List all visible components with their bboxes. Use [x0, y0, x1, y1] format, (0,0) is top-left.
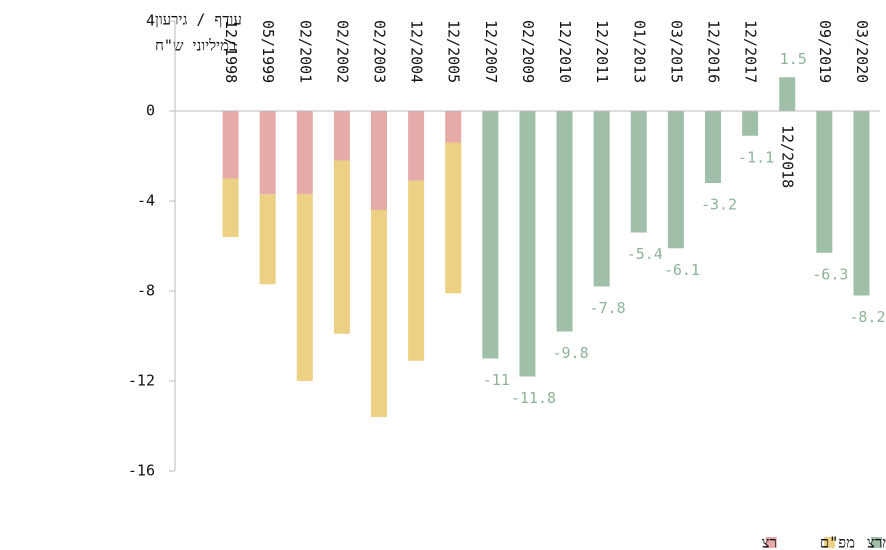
- bar: [222, 111, 239, 179]
- x-tick-label: 02/2001: [296, 20, 314, 83]
- legend-label: מפ"ם: [820, 534, 855, 550]
- x-tick-label: 03/2015: [667, 20, 685, 83]
- x-tick-label: 12/1998: [222, 20, 240, 83]
- bar: [519, 111, 536, 377]
- x-tick-label: 12/2016: [705, 20, 723, 83]
- data-label: -1.1: [738, 148, 774, 166]
- x-tick-label: 12/2017: [742, 20, 760, 83]
- bar: [853, 111, 870, 296]
- x-tick-label: 01/2013: [630, 20, 648, 83]
- x-tick-label: 12/2018: [779, 125, 797, 188]
- bar: [742, 111, 759, 136]
- bar: [445, 111, 462, 143]
- x-tick-label: 09/2019: [816, 20, 834, 83]
- data-label: -11.8: [511, 389, 556, 407]
- data-label: -9.8: [552, 344, 588, 362]
- y-tick-label: -16: [128, 462, 155, 480]
- y-tick-label: -12: [128, 372, 155, 390]
- bar: [482, 111, 499, 359]
- x-tick-label: 12/2010: [556, 20, 574, 83]
- bar: [816, 111, 833, 253]
- y-axis-title: עודף / גירעון: [155, 11, 242, 29]
- data-label: -7.8: [590, 299, 626, 317]
- legend-label: רצ: [762, 534, 777, 550]
- bar: [333, 111, 350, 161]
- x-tick-label: 03/2020: [853, 20, 871, 83]
- bar: [296, 194, 313, 381]
- data-label: -3.2: [701, 196, 737, 214]
- legend-swatch: [823, 537, 835, 548]
- bar: [445, 142, 462, 294]
- x-tick-label: 02/2009: [519, 20, 537, 83]
- x-tick-label: 02/2002: [333, 20, 351, 83]
- bar: [630, 111, 647, 233]
- bar: [296, 111, 313, 195]
- bar: [371, 111, 387, 210]
- y-tick-label: 0: [146, 102, 155, 120]
- x-tick-label: 12/2004: [408, 20, 426, 83]
- bar: [371, 210, 387, 417]
- bar: [408, 180, 425, 361]
- y-tick-label: -4: [137, 192, 155, 210]
- data-label: -11: [483, 371, 510, 389]
- bar: [705, 111, 721, 183]
- data-label: -6.1: [664, 261, 700, 279]
- data-label: 1.5: [780, 50, 807, 68]
- y-tick-label: -8: [137, 282, 155, 300]
- y-tick-label: 4: [146, 12, 155, 30]
- bar: [779, 77, 796, 111]
- x-tick-label: 12/2007: [482, 20, 500, 83]
- bar: [259, 111, 276, 195]
- x-tick-label: 12/2011: [593, 20, 611, 83]
- bar: [222, 178, 239, 237]
- bar: [408, 111, 425, 181]
- bar: [333, 160, 350, 334]
- data-label: -8.2: [849, 308, 885, 326]
- legend-swatch: [871, 537, 882, 548]
- data-label: -6.3: [812, 265, 848, 283]
- x-tick-label: 12/2005: [445, 20, 463, 83]
- legend-swatch: [765, 537, 777, 548]
- bar: [556, 111, 573, 332]
- bar: [593, 111, 610, 287]
- legend-label: מרצ: [867, 534, 886, 550]
- bar: [667, 111, 684, 249]
- x-tick-label: 05/1999: [259, 20, 277, 83]
- bar: [259, 194, 276, 285]
- data-label: -5.4: [627, 245, 663, 263]
- x-tick-label: 02/2003: [371, 20, 389, 83]
